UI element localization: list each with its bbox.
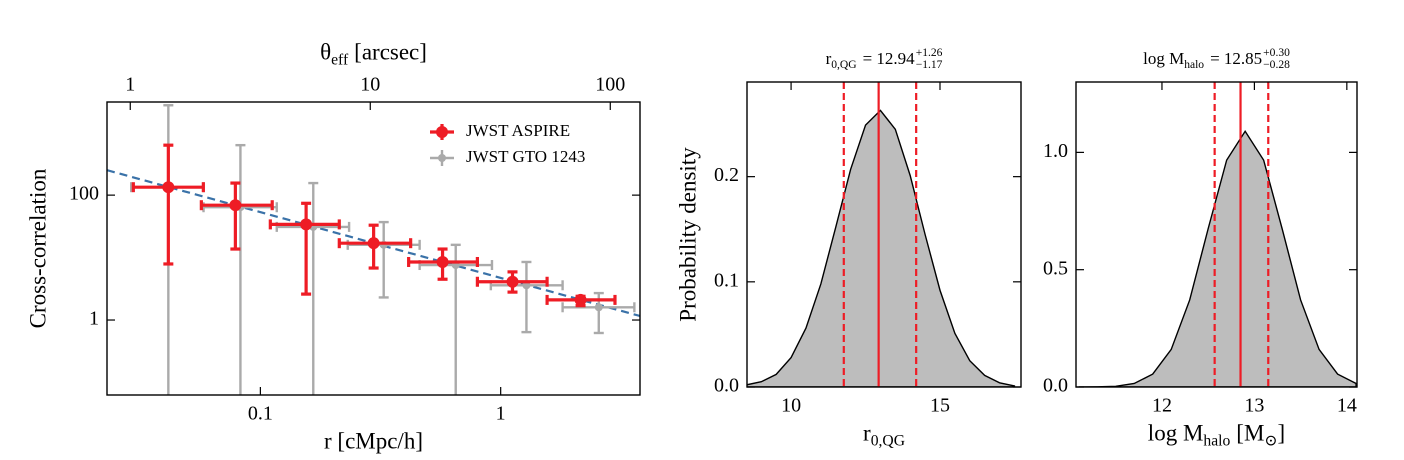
plot-area [747,82,1016,387]
x-axis-label-part: halo [1203,432,1230,449]
panel-title-part: +1.26 [916,46,943,59]
panel-title-part: 0,QG [831,58,856,71]
legend-label: JWST ASPIRE [466,121,570,140]
point [594,303,603,312]
density-area [747,109,1016,387]
x2-label-part: θ [320,39,331,64]
x2-tick-label: 10 [360,74,380,96]
x-axis-label-part: r [863,420,871,445]
x-axis-label-part: ⊙ [1264,432,1277,449]
x2-label-part: eff [331,51,349,68]
axes-frame [106,101,641,396]
x-axis-label-part: 0,QG [871,432,905,449]
x-tick-label: 12 [1152,395,1172,417]
point [367,237,380,250]
y-tick-label: 0.2 [714,164,739,186]
panel-title-part: r [826,49,832,68]
panel-title-part: −1.17 [916,58,943,71]
legend-swatch [438,154,446,162]
panel-title: r 0,QG = 12.94 +1.26−1.17 [826,46,943,71]
x2-label: θ eff [arcsec] [320,39,427,68]
x-tick-label: 0.1 [248,403,273,425]
x-tick-label: 15 [930,395,950,417]
y-axis-label: Cross-correlation [25,168,50,328]
plot-area [1078,82,1357,387]
axes-frame [1075,81,1358,388]
x-tick-label: 10 [781,395,801,417]
panel-title-part: = 12.94 [863,49,916,68]
point [506,275,519,288]
y-axis-label: Probability density [675,147,700,322]
x-axis-label: r 0,QG [863,420,905,449]
panel-title-part: halo [1184,58,1204,71]
density-area [1078,129,1357,387]
y-tick-label: 1 [89,308,99,330]
x-tick-label: 14 [1337,395,1357,417]
point [162,181,175,194]
x-axis-label: r [cMpc/h] [324,428,423,453]
panel-title-part: log M [1143,49,1184,68]
x-tick-label: 1 [496,403,506,425]
axes-frame [746,81,1022,388]
point [436,255,449,268]
x-axis-label-part: ] [1278,420,1286,445]
plot-area [107,104,640,395]
x-tick-label: 13 [1244,395,1264,417]
x2-tick-label: 1 [125,74,135,96]
y-tick-label: 0.0 [1043,375,1068,397]
panel-title-part: +0.30 [1263,46,1290,59]
y-tick-label: 100 [69,183,99,205]
legend-swatch [436,126,448,138]
x2-label-part: [arcsec] [354,39,427,64]
point [229,199,242,212]
y-tick-label: 0.1 [714,269,739,291]
y-tick-label: 0.5 [1043,257,1068,279]
x-axis-label-part: [M [1236,420,1264,445]
y-tick-label: 0.0 [714,375,739,397]
legend-label: JWST GTO 1243 [466,147,585,166]
point [300,218,313,231]
x-axis-label-part: log M [1148,420,1204,445]
x2-tick-label: 100 [595,74,625,96]
point [574,293,587,306]
panel-title-part: = 12.85 [1210,49,1262,68]
panel-title-part: −0.28 [1263,58,1290,71]
y-tick-label: 1.0 [1043,140,1068,162]
